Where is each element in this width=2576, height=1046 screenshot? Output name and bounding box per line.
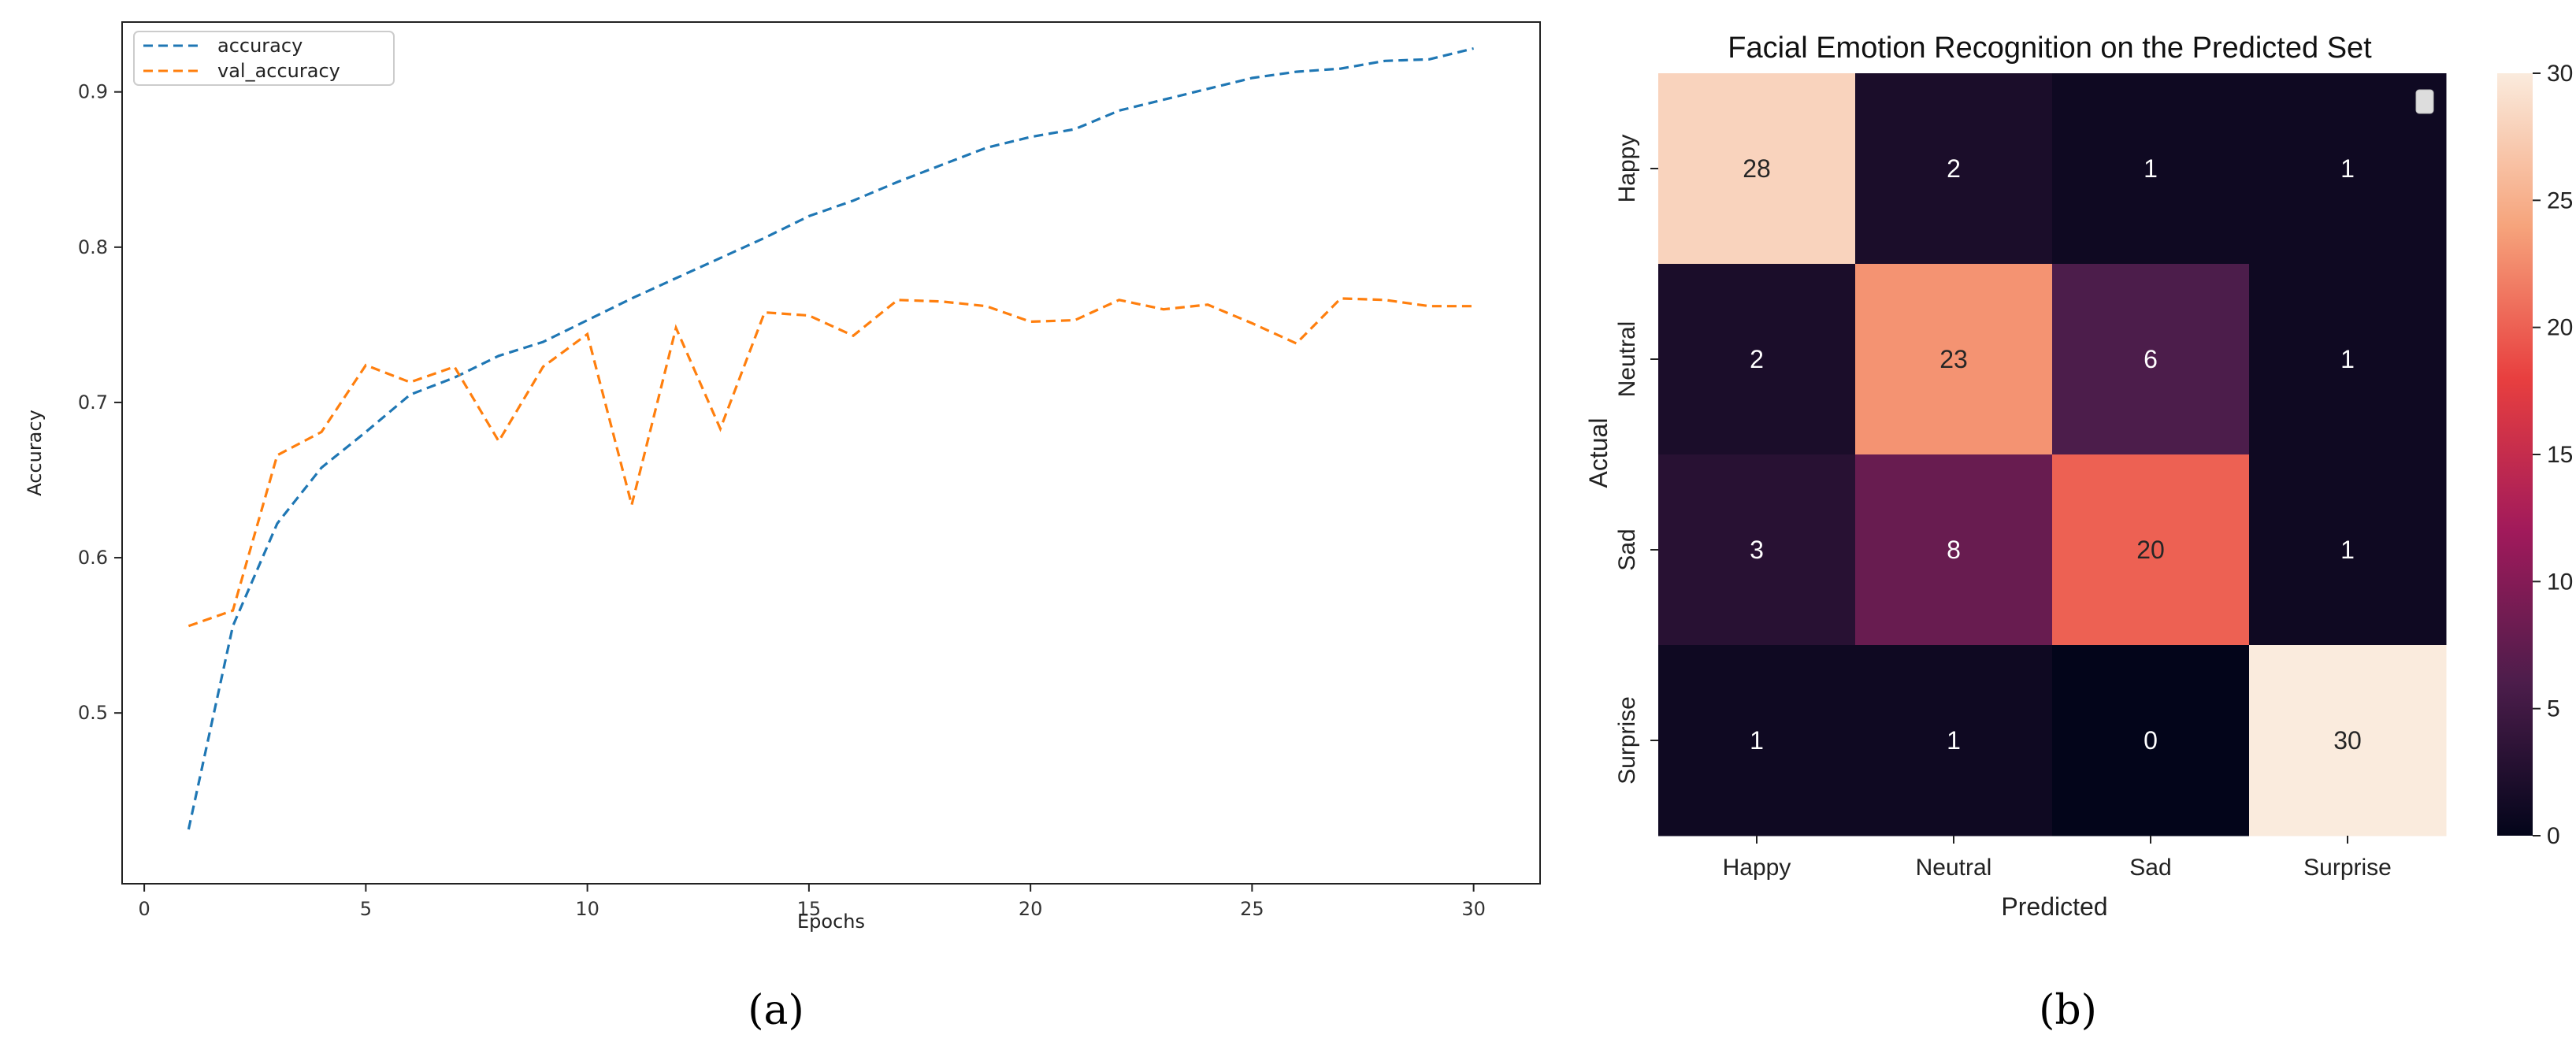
heatmap-cell-value: 0 [2144,726,2158,755]
heatmap-x-tick-label: Sad [2129,855,2171,881]
y-tick-label: 0.9 [78,81,108,103]
heatmap-cell [1855,264,2053,455]
colorbar-tick-label: 20 [2547,315,2573,341]
heatmap-cell-value: 30 [2333,726,2362,755]
heatmap-cell-value: 1 [1750,726,1764,755]
line-chart-y-label: Accuracy [24,410,46,496]
heatmap-cell-value: 20 [2136,536,2165,564]
x-tick-label: 20 [1019,898,1043,920]
heatmap-y-label: Actual [1584,418,1613,488]
line-chart-series [187,46,1474,830]
heatmap-y-tick-label: Surprise [1614,696,1640,784]
line-chart-x-label: Epochs [797,911,865,933]
y-tick-label: 0.6 [78,547,108,569]
y-tick-label: 0.8 [78,236,108,258]
line-chart-axes-frame [121,21,1541,885]
heatmap-x-tick-label: Neutral [1916,855,1992,881]
x-tick-label: 10 [575,898,599,920]
panel-b-label: (b) [2039,987,2097,1034]
line-chart-x-ticks: 0 5 10 15 20 25 30 [138,884,1486,920]
heatmap-x-ticks: Happy Neutral Sad Surprise [1723,836,2392,881]
heatmap-cell-value: 2 [1947,154,1961,183]
heatmap-cell [2052,73,2250,265]
x-tick-label: 5 [360,898,372,920]
heatmap-cell [2052,264,2250,455]
heatmap-cell-value: 6 [2144,345,2158,373]
y-tick-label: 0.5 [78,702,108,724]
heatmap-cell-value: 28 [1743,154,1771,183]
legend-label-val-accuracy: val_accuracy [217,60,340,82]
line-chart-legend: accuracy val_accuracy [133,31,395,86]
heatmap-cell [1658,454,1856,646]
line-chart-y-ticks: 0.5 0.6 0.7 0.8 0.9 [78,81,122,724]
heatmap-cell-value: 1 [2340,345,2355,373]
heatmap-colorbar: 0 5 10 15 20 25 30 [2497,61,2573,849]
legend-label-accuracy: accuracy [217,35,303,57]
heatmap-cell [2249,264,2447,455]
heatmap-cell-value: 23 [1939,345,1968,373]
heatmap-y-tick-label: Neutral [1614,321,1640,398]
heatmap-cell-value: 8 [1947,536,1961,564]
heatmap-cell-value: 1 [2340,154,2355,183]
heatmap-cell-value: 1 [2340,536,2355,564]
heatmap-x-tick-label: Happy [1723,855,1791,881]
series-line-accuracy [187,46,1474,830]
series-line-val-accuracy [187,297,1474,628]
heatmap-cell [1658,645,1856,836]
heatmap-x-label: Predicted [2001,892,2107,921]
x-tick-label: 15 [797,898,822,920]
x-tick-label: 30 [1461,898,1486,920]
heatmap-cell-value: 2 [1750,345,1764,373]
heatmap-cell-value: 1 [1947,726,1961,755]
heatmap-y-ticks: Happy Neutral Sad Surprise [1614,135,1658,784]
accuracy-line-chart: 0.5 0.6 0.7 0.8 0.9 0 5 10 15 20 25 30 Epochs Accu… [24,21,1541,933]
heatmap-cell [2249,454,2447,646]
heatmap-cell [1855,73,2053,265]
heatmap-cell [2052,454,2250,646]
heatmap-cell [2249,645,2447,836]
colorbar-gradient [2497,73,2533,836]
heatmap-cell [2052,645,2250,836]
heatmap-cell-value: 1 [2144,154,2158,183]
heatmap-cells: 28 2 1 12 23 6 13 8 20 11 1 0 30 [1658,73,2447,836]
panel-a-label: (a) [748,987,804,1034]
heatmap-cell [1855,645,2053,836]
confusion-matrix-chart: Facial Emotion Recognition on the Predic… [1584,32,2573,921]
colorbar-tick-label: 0 [2547,823,2560,849]
heatmap-cell [1855,454,2053,646]
heatmap-title: Facial Emotion Recognition on the Predic… [1728,32,2372,65]
x-tick-label: 25 [1240,898,1264,920]
colorbar-tick-label: 5 [2547,696,2560,722]
y-tick-label: 0.7 [78,391,108,414]
heatmap-cell [1658,73,1856,265]
colorbar-tick-label: 30 [2547,61,2573,87]
legend-placeholder-marker [2415,89,2434,114]
heatmap-cell-value: 3 [1750,536,1764,564]
heatmap-x-tick-label: Surprise [2303,855,2392,881]
x-tick-label: 0 [138,898,150,920]
heatmap-cell [1658,264,1856,455]
colorbar-tick-label: 25 [2547,187,2573,213]
heatmap-cell [2249,73,2447,265]
colorbar-tick-label: 10 [2547,569,2573,595]
colorbar-tick-label: 15 [2547,442,2573,468]
legend-box [133,31,395,86]
heatmap-y-tick-label: Happy [1614,135,1640,203]
colorbar-ticks: 0 5 10 15 20 25 30 [2533,61,2573,849]
heatmap-y-tick-label: Sad [1614,529,1640,570]
